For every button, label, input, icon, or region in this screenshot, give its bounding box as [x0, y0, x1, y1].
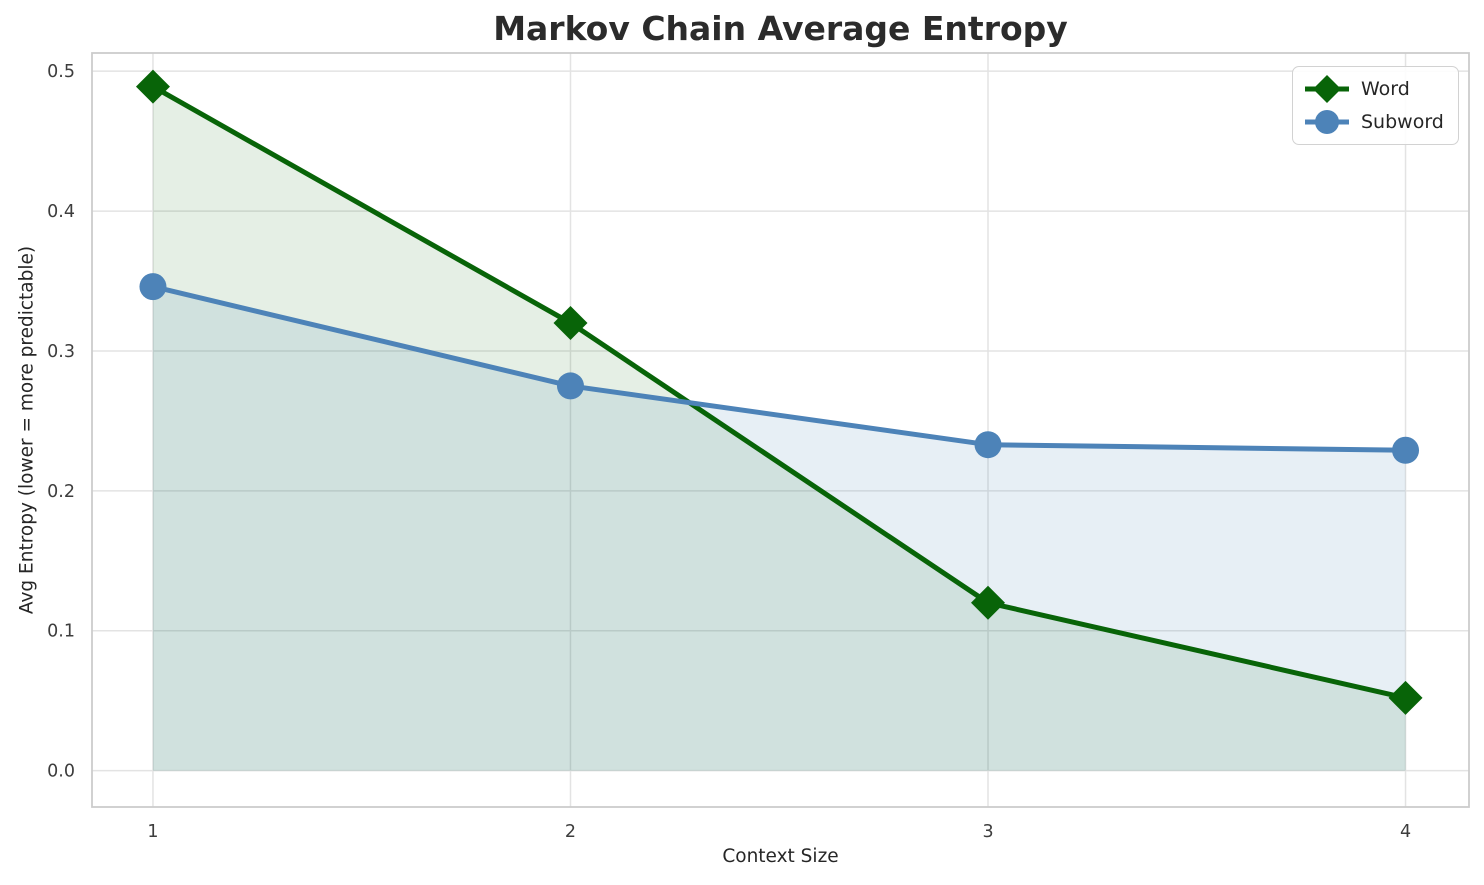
y-axis-label: Avg Entropy (lower = more predictable)	[16, 245, 38, 615]
y-tick-label: 0.3	[47, 342, 75, 362]
x-tick-label: 3	[982, 822, 993, 842]
y-tick-label: 0.4	[47, 202, 75, 222]
subword-data-point-marker	[556, 372, 584, 400]
y-tick-label: 0.0	[47, 762, 75, 782]
legend-label-subword: Subword	[1361, 111, 1444, 133]
y-tick-label: 0.2	[47, 482, 75, 502]
subword-data-point-marker	[139, 273, 167, 301]
word-series-marker-icon	[1305, 75, 1349, 103]
y-tick-label: 0.5	[47, 62, 75, 82]
x-tick-label: 1	[147, 822, 158, 842]
x-tick-label: 4	[1400, 822, 1411, 842]
word-data-point-marker	[553, 305, 588, 340]
x-tick-label: 2	[565, 822, 576, 842]
word-area-fill	[152, 86, 1406, 771]
subword-line	[150, 284, 1409, 453]
legend-label-word: Word	[1361, 78, 1410, 100]
chart-title: Markov Chain Average Entropy	[493, 9, 1068, 48]
x-axis-label: Context Size	[722, 846, 839, 867]
legend-item-word: Word	[1303, 74, 1444, 104]
word-data-point-marker	[1388, 680, 1423, 715]
word-data-point-marker	[135, 69, 170, 104]
subword-data-point-marker	[974, 431, 1002, 459]
word-data-point-marker	[971, 585, 1006, 620]
subword-data-point-marker	[1392, 436, 1420, 464]
word-line	[150, 84, 1409, 701]
legend: Word Subword	[1292, 66, 1459, 145]
subword-area-fill	[152, 286, 1406, 771]
legend-diamond-icon	[1313, 75, 1341, 103]
legend-circle-icon	[1315, 110, 1339, 134]
plot-border	[91, 52, 1470, 808]
y-tick-label: 0.1	[47, 622, 75, 642]
legend-item-subword: Subword	[1303, 107, 1444, 137]
subword-series-marker-icon	[1305, 110, 1349, 134]
